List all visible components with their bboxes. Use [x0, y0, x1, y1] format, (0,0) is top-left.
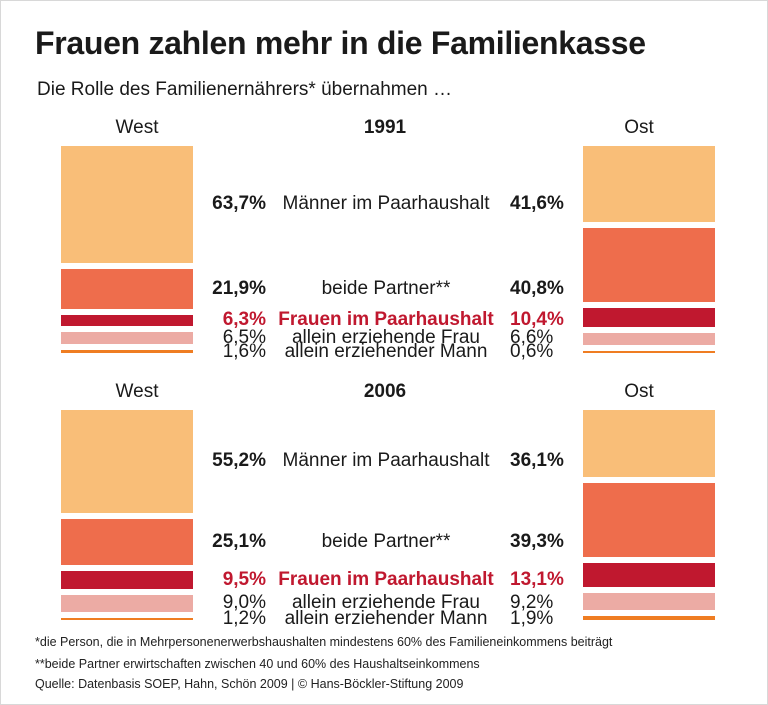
category-label: Frauen im Paarhaushalt — [278, 569, 494, 591]
footnote: **beide Partner erwirtschaften zwischen … — [35, 657, 480, 671]
value-label-west: 1,2% — [222, 607, 266, 629]
value-label-west: 6,5% — [222, 327, 266, 349]
value-label-ost: 39,3% — [510, 531, 564, 552]
bar-west-both-partners — [61, 268, 193, 309]
bar-west-single-father — [61, 617, 193, 620]
value-label-west: 25,1% — [212, 531, 266, 552]
value-label-ost: 13,1% — [510, 569, 564, 591]
bar-ost-women-in-couple — [583, 308, 715, 327]
bar-west-men-in-couple — [61, 146, 193, 263]
value-label-ost: 41,6% — [510, 193, 564, 215]
category-label: allein erziehende Frau — [291, 327, 480, 349]
value-label-west: 63,7% — [212, 193, 266, 215]
bar-west-men-in-couple — [61, 410, 193, 513]
value-label-ost: 40,8% — [510, 277, 564, 299]
value-label-west: 21,9% — [212, 277, 266, 299]
bar-west-single-mother — [61, 332, 193, 345]
bar-ost-men-in-couple — [583, 410, 715, 478]
chart-title: Frauen zahlen mehr in die Familienkasse — [35, 25, 646, 61]
value-label-west: 9,0% — [222, 592, 266, 614]
source-note: Quelle: Datenbasis SOEP, Hahn, Schön 200… — [35, 677, 464, 691]
value-label-ost: 9,2% — [510, 592, 554, 614]
region-label-ost: Ost — [624, 117, 654, 138]
category-label: allein erziehender Mann — [284, 340, 488, 362]
value-label-ost: 10,4% — [510, 309, 564, 331]
bar-ost-single-mother — [583, 593, 715, 611]
category-label: allein erziehende Frau — [291, 592, 480, 614]
region-label-west: West — [115, 117, 159, 138]
category-label: Männer im Paarhaushalt — [282, 450, 490, 472]
bar-ost-single-father — [583, 616, 715, 620]
value-label-ost: 0,6% — [510, 340, 554, 362]
bar-west-single-mother — [61, 595, 193, 612]
footnote: *die Person, die in Mehrpersonenerwerbsh… — [35, 635, 613, 649]
value-label-ost: 6,6% — [510, 327, 554, 349]
category-label: allein erziehender Mann — [284, 607, 488, 629]
bar-ost-men-in-couple — [583, 146, 715, 222]
value-label-west: 1,6% — [222, 340, 266, 362]
bar-ost-both-partners — [583, 227, 715, 303]
region-label-west: West — [115, 381, 159, 402]
value-label-west: 55,2% — [212, 450, 266, 472]
bar-west-single-father — [61, 350, 193, 353]
category-label: Männer im Paarhaushalt — [282, 193, 490, 215]
value-label-west: 6,3% — [222, 309, 266, 331]
year-label: 1991 — [363, 117, 407, 138]
value-label-ost: 1,9% — [510, 607, 554, 629]
bar-ost-single-father — [583, 351, 715, 353]
bar-ost-single-mother — [583, 332, 715, 345]
bar-west-both-partners — [61, 518, 193, 566]
bar-west-women-in-couple — [61, 571, 193, 589]
category-label: Frauen im Paarhaushalt — [278, 309, 494, 331]
bar-ost-both-partners — [583, 483, 715, 557]
value-label-west: 9,5% — [222, 569, 266, 591]
bar-west-women-in-couple — [61, 314, 193, 327]
bar-ost-women-in-couple — [583, 562, 715, 588]
region-label-ost: Ost — [624, 381, 654, 402]
category-label: beide Partner** — [321, 531, 451, 552]
year-label: 2006 — [363, 381, 407, 402]
chart-subtitle: Die Rolle des Familienernährers* übernah… — [37, 79, 453, 100]
value-label-ost: 36,1% — [510, 450, 564, 472]
category-label: beide Partner** — [321, 277, 451, 299]
